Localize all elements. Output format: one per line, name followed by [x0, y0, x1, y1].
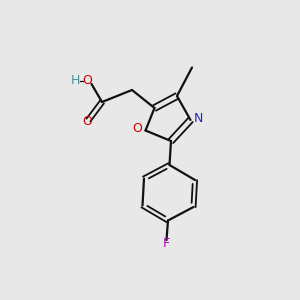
Text: O: O — [82, 74, 92, 88]
Text: F: F — [163, 237, 170, 250]
Text: O: O — [82, 115, 92, 128]
Text: O: O — [132, 122, 142, 135]
Text: N: N — [194, 112, 203, 125]
Text: H: H — [70, 74, 80, 88]
